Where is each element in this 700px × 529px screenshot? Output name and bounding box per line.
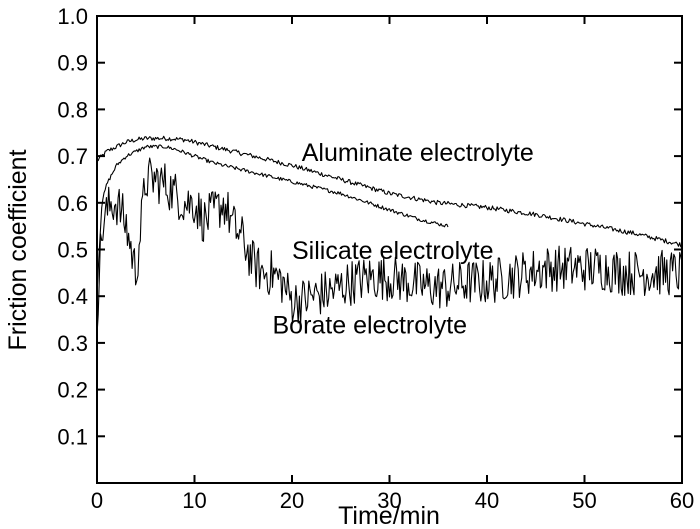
x-tick-label: 20 [280,488,304,513]
axis-tick-labels: 0 10 20 30 40 50 60 0.1 0.2 0.3 0.4 0.5 0.6 0.7 0.8 0.9… [57,4,694,513]
annotation-label: Aluminate electrolyte [302,139,534,167]
y-tick-label: 0.4 [57,284,88,309]
series-line-0 [96,135,683,248]
series-lines [96,135,683,335]
y-tick-label: 0.7 [57,144,88,169]
x-tick-label: 50 [572,488,596,513]
y-tick-label: 0.3 [57,331,88,356]
y-tick-label: 0.8 [57,97,88,122]
annotation-label: Silicate electrolyte [292,237,493,265]
x-tick-label: 40 [475,488,499,513]
y-tick-label: 0.1 [57,424,88,449]
series-line-2 [96,157,683,335]
y-tick-label: 0.6 [57,191,88,216]
y-tick-label: 0.5 [57,238,88,263]
y-tick-label: 0.9 [57,51,88,76]
x-tick-label: 30 [377,488,401,513]
x-tick-label: 60 [670,488,694,513]
y-tick-label: 0.2 [57,378,88,403]
x-tick-label: 10 [182,488,206,513]
series-line-1 [96,144,449,294]
annotation-label: Borate electrolyte [273,312,468,340]
axis-ticks [96,15,683,483]
y-axis-title: Friction coefficient [4,149,32,350]
annotations: Aluminate electrolyte Silicate electrolyt… [273,139,534,340]
y-tick-label: 1.0 [57,4,88,29]
x-axis-title: Time/min [338,502,440,529]
x-tick-label: 0 [91,488,103,513]
